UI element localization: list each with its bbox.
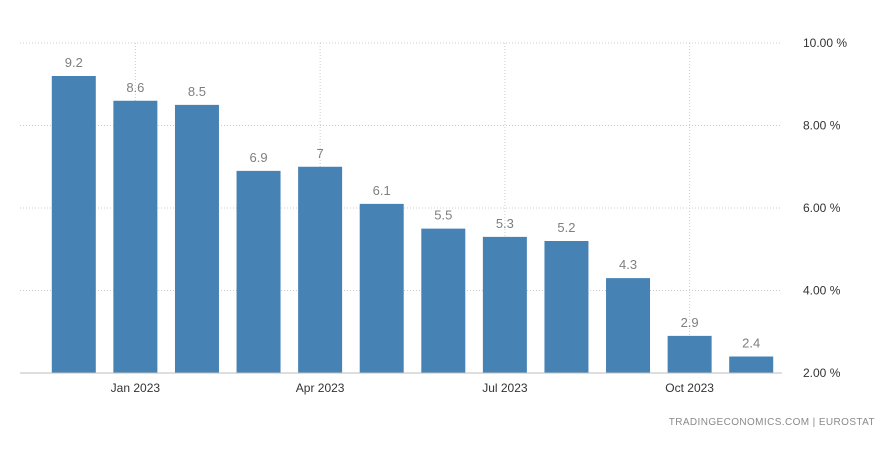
bar-value-label: 4.3 <box>619 257 637 272</box>
value-labels: 9.2 8.6 8.5 6.9 7 6.1 5.5 5.3 5.2 4.3 2.9 2.4 <box>65 55 760 351</box>
y-tick-label: 6.00 % <box>803 201 841 215</box>
bar[interactable] <box>421 228 466 373</box>
bar-value-label: 6.9 <box>250 150 268 165</box>
bar[interactable] <box>544 241 589 373</box>
bar-value-label: 8.6 <box>126 80 144 95</box>
y-tick-label: 2.00 % <box>803 366 841 380</box>
bar-value-label: 2.9 <box>681 315 699 330</box>
source-attribution: TRADINGECONOMICS.COM | EUROSTAT <box>668 417 875 428</box>
bar[interactable] <box>174 104 219 373</box>
bar[interactable] <box>51 76 96 373</box>
bar[interactable] <box>606 278 651 373</box>
y-tick-label: 8.00 % <box>803 119 841 133</box>
x-tick-label: Oct 2023 <box>665 381 714 395</box>
bar-value-label: 7 <box>317 146 324 161</box>
x-tick-label: Apr 2023 <box>296 381 345 395</box>
bar[interactable] <box>729 356 774 374</box>
x-axis: Jan 2023 Apr 2023 Jul 2023 Oct 2023 <box>20 372 782 395</box>
bar[interactable] <box>236 170 281 373</box>
y-tick-label: 10.00 % <box>803 36 847 50</box>
bar-value-label: 8.5 <box>188 84 206 99</box>
bars <box>51 76 774 374</box>
x-tick-label: Jan 2023 <box>111 381 161 395</box>
y-axis: 2.00 % 4.00 % 6.00 % 8.00 % 10.00 % <box>803 36 847 380</box>
bar[interactable] <box>667 335 712 373</box>
bar-value-label: 5.2 <box>557 220 575 235</box>
bar[interactable] <box>359 203 404 373</box>
bar[interactable] <box>482 236 527 373</box>
bar-value-label: 6.1 <box>373 183 391 198</box>
bar-value-label: 5.3 <box>496 216 514 231</box>
bar-value-label: 5.5 <box>434 208 452 223</box>
bar-value-label: 9.2 <box>65 55 83 70</box>
bar[interactable] <box>298 166 343 373</box>
x-tick-label: Jul 2023 <box>482 381 528 395</box>
bar[interactable] <box>113 100 158 373</box>
y-tick-label: 4.00 % <box>803 284 841 298</box>
bar-value-label: 2.4 <box>742 336 760 351</box>
